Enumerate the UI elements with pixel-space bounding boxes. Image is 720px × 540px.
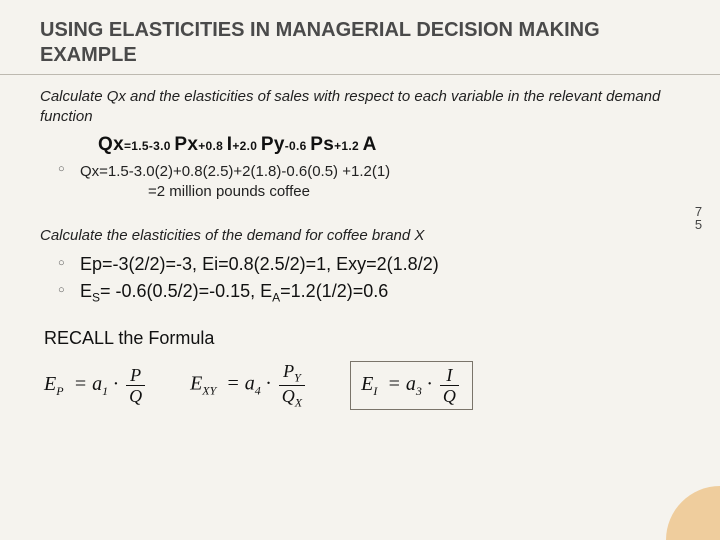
f1-num: P xyxy=(126,366,145,386)
f3-coef-sub: 3 xyxy=(416,384,422,398)
f2-num-sub: Y xyxy=(294,371,301,385)
calc-line1: Qx=1.5-3.0(2)+0.8(2.5)+2(1.8)-0.6(0.5) +… xyxy=(80,163,390,180)
intro-text: Calculate Qx and the elasticities of sal… xyxy=(40,87,680,126)
eq-part-9: A xyxy=(363,134,377,155)
er2-sub1: S xyxy=(92,290,100,304)
section2-text: Calculate the elasticities of the demand… xyxy=(40,227,680,244)
f2-coef-sub: 4 xyxy=(255,384,261,398)
f2-den: Q xyxy=(282,386,295,406)
eq-part-2: +0.8 xyxy=(198,139,227,153)
eq-part-8: +1.2 xyxy=(334,139,363,153)
formula-ep: EP = a1 · PQ xyxy=(44,366,148,405)
f2-lhs: E xyxy=(190,373,202,395)
demand-equation: Qx=1.5-3.0 Px+0.8 I+2.0 Py-0.6 Ps+1.2 A xyxy=(98,134,680,156)
slide-title: USING ELASTICITIES IN MANAGERIAL DECISIO… xyxy=(40,18,680,68)
er2-post: =1.2(1/2)=0.6 xyxy=(280,281,388,301)
eq-part-0: =1.5-3.0 xyxy=(124,139,174,153)
f1-lhs: E xyxy=(44,373,56,395)
f3-lhs: E xyxy=(361,373,373,395)
corner-accent xyxy=(666,486,720,540)
elasticity-list: Ep=-3(2/2)=-3, Ei=0.8(2.5/2)=1, Exy=2(1.… xyxy=(58,252,680,307)
eq-lhs: Qx xyxy=(98,134,124,155)
f2-coef: a xyxy=(245,373,255,395)
formula-exy: EXY = a4 · PYQX xyxy=(190,362,308,408)
er2-mid: = -0.6(0.5/2)=-0.15, E xyxy=(100,281,272,301)
formula-row: EP = a1 · PQ EXY = a4 · PYQX EI = a3 · I… xyxy=(44,361,680,410)
f2-lhs-sub: XY xyxy=(202,384,216,398)
f3-num: I xyxy=(440,366,459,386)
er2-pre: E xyxy=(80,281,92,301)
f1-coef-sub: 1 xyxy=(102,384,108,398)
calc-item: Qx=1.5-3.0(2)+0.8(2.5)+2(1.8)-0.6(0.5) +… xyxy=(58,162,680,203)
formula-ei: EI = a3 · IQ xyxy=(350,361,473,410)
page-number: 75 xyxy=(691,204,706,230)
eq-part-1: Px xyxy=(174,134,198,155)
elasticity-row1: Ep=-3(2/2)=-3, Ei=0.8(2.5/2)=1, Exy=2(1.… xyxy=(58,252,680,277)
recall-label: RECALL the Formula xyxy=(44,328,680,349)
eq-part-6: -0.6 xyxy=(285,139,311,153)
f2-num: P xyxy=(283,361,294,381)
elasticity-row2: ES= -0.6(0.5/2)=-0.15, EA=1.2(1/2)=0.6 xyxy=(58,279,680,306)
calc-line2: =2 million pounds coffee xyxy=(80,182,310,202)
f3-coef: a xyxy=(406,373,416,395)
calculation-list: Qx=1.5-3.0(2)+0.8(2.5)+2(1.8)-0.6(0.5) +… xyxy=(58,162,680,203)
eq-part-5: Py xyxy=(261,134,285,155)
er2-sub2: A xyxy=(272,290,280,304)
f1-den: Q xyxy=(126,386,145,405)
f2-den-sub: X xyxy=(295,396,302,410)
f1-lhs-sub: P xyxy=(56,384,63,398)
title-divider xyxy=(0,74,720,75)
f3-lhs-sub: I xyxy=(373,384,377,398)
f3-den: Q xyxy=(440,386,459,405)
f1-coef: a xyxy=(92,373,102,395)
eq-part-4: +2.0 xyxy=(232,139,261,153)
eq-part-7: Ps xyxy=(310,134,334,155)
